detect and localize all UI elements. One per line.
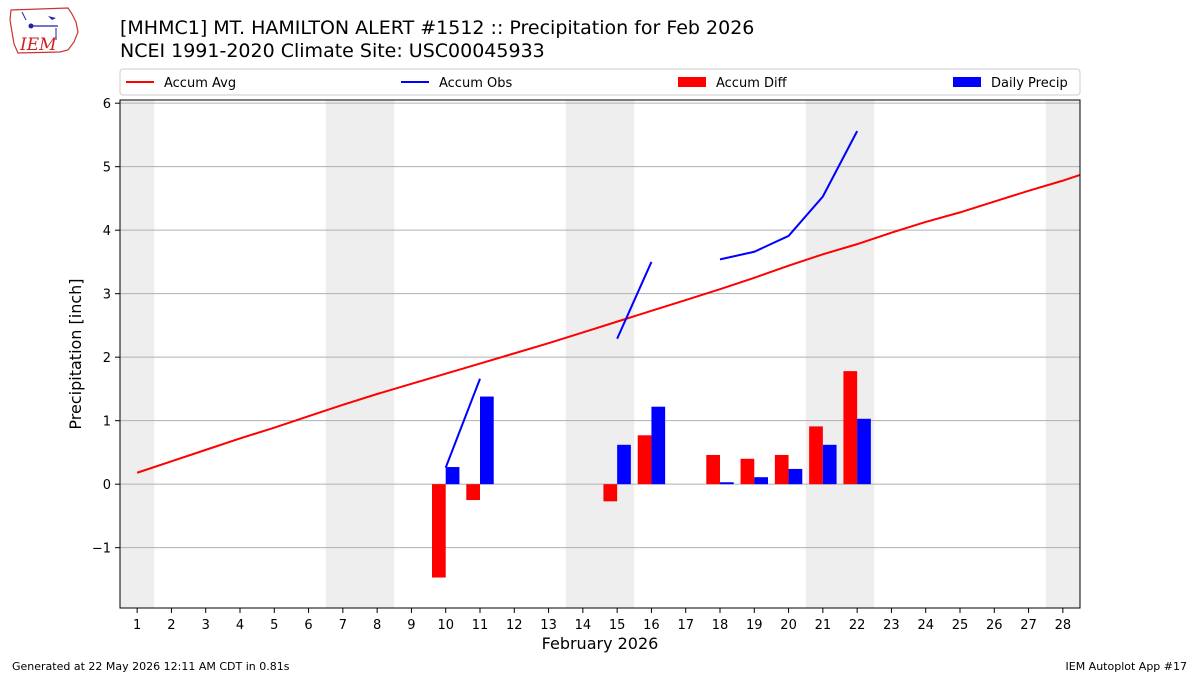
weekend-shade — [805, 100, 875, 608]
daily-precip-bar — [788, 468, 803, 485]
app-id-label: IEM Autoplot App #17 — [1065, 660, 1188, 673]
x-tick-label: 25 — [952, 618, 969, 633]
x-tick-label: 17 — [677, 618, 694, 633]
x-axis-label: February 2026 — [542, 634, 659, 653]
accum-diff-bar — [809, 426, 823, 485]
weekend-shade — [120, 100, 155, 608]
accum-obs-line — [444, 378, 481, 469]
x-tick-label: 21 — [815, 618, 832, 633]
x-tick-label: 11 — [472, 618, 489, 633]
accum-avg-line — [136, 173, 1081, 474]
accum-diff-bar — [603, 484, 618, 502]
y-tick-label: 1 — [103, 415, 111, 430]
accum-obs-line — [616, 261, 653, 340]
x-tick-label: 20 — [780, 618, 797, 633]
accum-diff-bar — [706, 454, 720, 485]
y-axis-label: Precipitation [inch] — [66, 278, 85, 429]
chart-title: [MHMC1] MT. HAMILTON ALERT #1512 :: Prec… — [120, 17, 755, 39]
x-tick-label: 9 — [407, 618, 415, 633]
x-tick-label: 7 — [339, 618, 347, 633]
accum-diff-bar — [466, 484, 480, 501]
x-tick-label: 23 — [883, 618, 900, 633]
y-tick-label: 2 — [103, 351, 111, 366]
generated-timestamp: Generated at 22 May 2026 12:11 AM CDT in… — [12, 660, 290, 673]
x-tick-label: 16 — [643, 618, 660, 633]
legend: Accum Avg Accum Obs Accum Diff Daily Precip — [119, 68, 1081, 96]
logo-text: IEM — [19, 35, 57, 55]
iem-iowa-logo-icon: IEM — [9, 7, 79, 55]
legend-label: Accum Diff — [716, 76, 788, 91]
x-tick-label: 6 — [304, 618, 312, 633]
x-tick-label: 5 — [270, 618, 278, 633]
accum-diff-bar — [774, 454, 789, 485]
x-tick-label: 1 — [133, 618, 141, 633]
daily-precip-bar — [445, 467, 460, 485]
plot-frame — [119, 99, 1081, 609]
x-tick-label: 18 — [712, 618, 729, 633]
daily-precip-bar — [617, 444, 631, 485]
x-tick-label: 14 — [575, 618, 592, 633]
accum-diff-bar — [843, 371, 858, 485]
y-tick-label: 4 — [103, 224, 111, 239]
accum-diff-bar — [432, 484, 446, 578]
x-tick-label: 24 — [917, 618, 934, 633]
chart-subtitle: NCEI 1991-2020 Climate Site: USC00045933 — [120, 40, 545, 62]
legend-swatch — [678, 77, 706, 87]
x-tick-label: 22 — [849, 618, 866, 633]
accum-obs-line — [719, 130, 859, 261]
x-tick-label: 4 — [236, 618, 244, 633]
x-tick-label: 2 — [167, 618, 175, 633]
legend-label: Accum Obs — [439, 76, 512, 91]
x-tick-label: 8 — [373, 618, 381, 633]
x-tick-label: 13 — [540, 618, 557, 633]
x-tick-label: 27 — [1020, 618, 1037, 633]
daily-precip-bar — [480, 396, 494, 485]
weekend-shade — [325, 100, 395, 608]
x-tick-label: 15 — [609, 618, 626, 633]
daily-precip-bar — [754, 477, 768, 485]
x-tick-label: 26 — [986, 618, 1003, 633]
accum-diff-bar — [637, 435, 652, 485]
y-tick-label: 6 — [103, 97, 111, 112]
daily-precip-bar — [720, 482, 734, 485]
daily-precip-bar — [651, 406, 666, 485]
x-tick-label: 19 — [746, 618, 763, 633]
x-tick-label: 3 — [202, 618, 210, 633]
legend-label: Accum Avg — [164, 76, 236, 91]
x-tick-label: 28 — [1055, 618, 1072, 633]
legend-label: Daily Precip — [991, 76, 1068, 91]
accum-diff-bar — [740, 458, 755, 485]
x-tick-label: 10 — [437, 618, 454, 633]
y-tick-label: 5 — [103, 161, 111, 176]
y-tick-label: 3 — [103, 288, 111, 303]
daily-precip-bar — [857, 418, 871, 485]
y-tick-label: 0 — [103, 478, 111, 493]
x-tick-label: 12 — [506, 618, 523, 633]
y-tick-label: −1 — [92, 542, 111, 557]
legend-box — [119, 68, 1081, 96]
iem-logo: IEM — [8, 6, 80, 62]
daily-precip-bar — [822, 444, 837, 485]
legend-swatch — [953, 77, 981, 87]
weekend-shade — [565, 100, 635, 608]
